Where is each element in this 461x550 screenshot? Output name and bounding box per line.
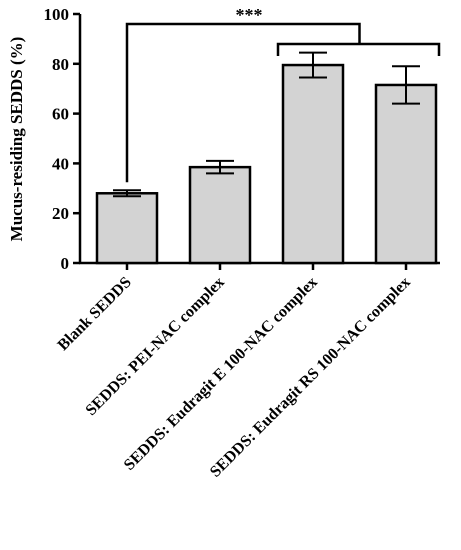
y-tick-label: 20: [52, 204, 69, 223]
significance-bracket: ***: [125, 5, 441, 183]
bar: [374, 83, 438, 265]
x-tick-label: SEDDS: Eudragit RS 100-NAC complex: [207, 274, 414, 481]
x-tick-label: SEDDS: Eudragit E 100-NAC complex: [121, 274, 321, 474]
y-tick-label: 100: [44, 5, 70, 24]
bar: [188, 165, 252, 265]
bar: [95, 192, 159, 265]
x-tick-label: Blank SEDDS: [55, 274, 135, 354]
y-tick-label: 80: [52, 55, 69, 74]
y-tick-label: 40: [52, 154, 69, 173]
significance-line-main: [125, 22, 361, 183]
y-tick-label: 60: [52, 105, 69, 124]
bar: [281, 63, 345, 265]
bars: [95, 51, 438, 265]
y-axis-label: Mucus-residing SEDDS (%): [7, 37, 26, 242]
significance-line-group: [276, 42, 441, 56]
y-axis: 0 20 40 60 80 100: [44, 5, 82, 273]
significance-label: ***: [236, 5, 263, 25]
y-tick-label: 0: [61, 254, 70, 273]
